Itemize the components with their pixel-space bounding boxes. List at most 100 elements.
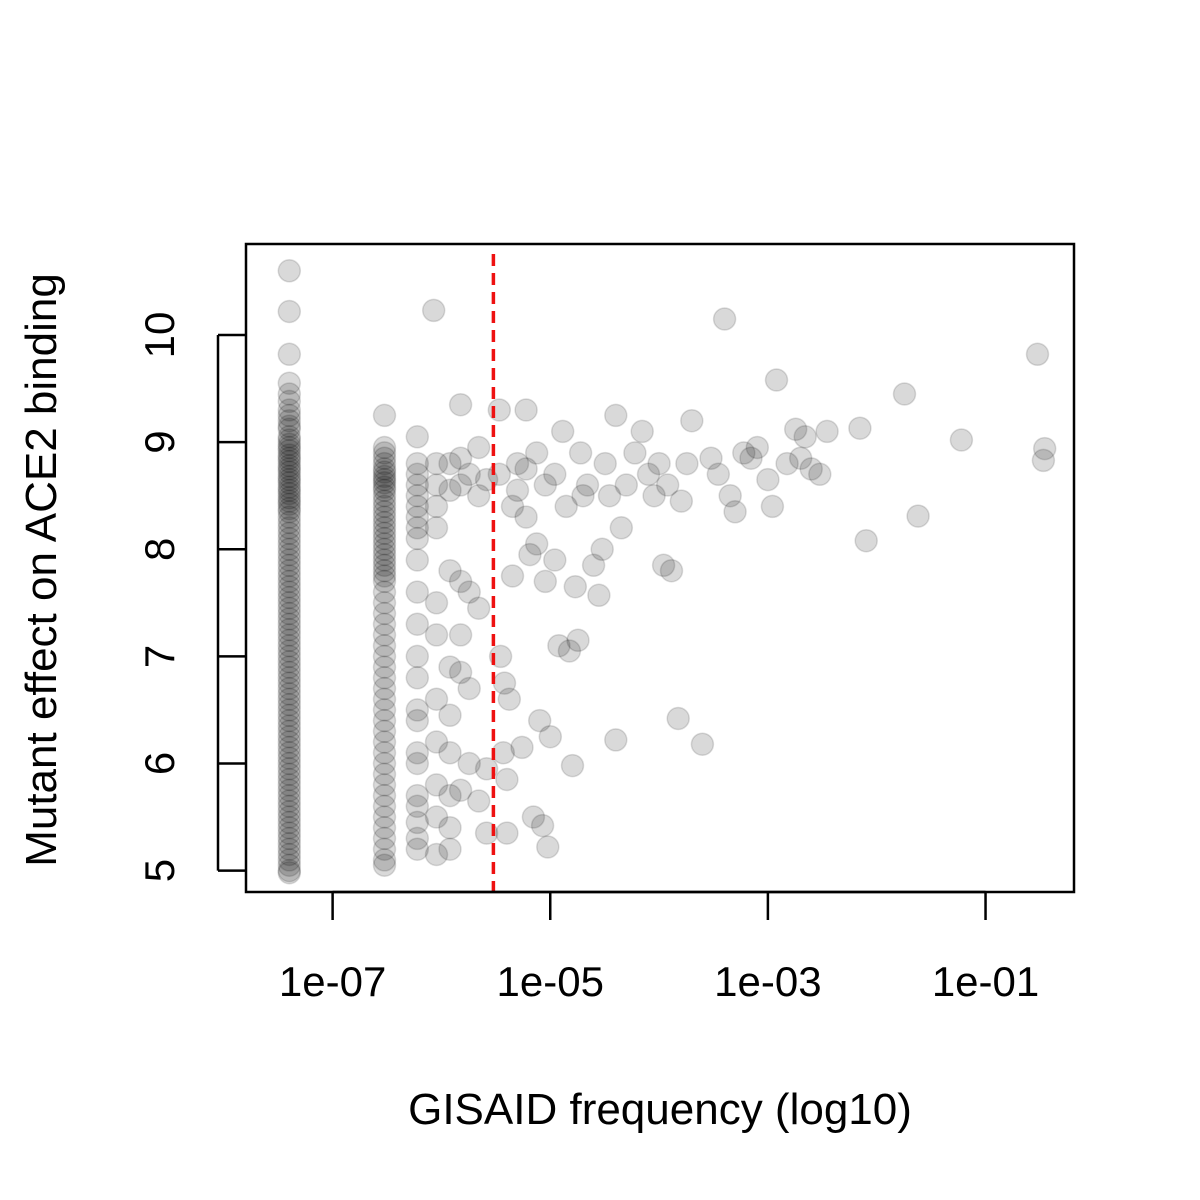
data-point [793,425,817,449]
data-point [405,516,430,540]
data-point [575,473,600,497]
data-point [775,451,799,476]
data-point [521,805,546,829]
data-point [457,751,481,776]
data-point [405,751,430,776]
data-point [788,446,813,470]
x-tick-label: 1e-03 [714,958,821,1005]
data-point [372,441,397,465]
data-point [405,741,430,765]
data-point [277,475,302,499]
data-point [372,601,397,626]
data-point [651,553,676,578]
x-tick-label: 1e-01 [932,958,1039,1005]
data-point [277,778,302,802]
data-point [495,767,519,792]
data-point [680,408,704,433]
data-point [760,494,785,519]
data-point [514,398,538,422]
data-point [372,580,397,604]
data-point [277,810,302,835]
data-point [277,682,302,706]
data-point [854,528,878,553]
data-point [277,371,302,395]
y-tick-label: 7 [136,645,183,668]
data-point [277,767,302,792]
data-point [277,526,302,551]
data-point [514,505,538,529]
data-point [277,457,302,481]
data-point [675,451,699,476]
data-point [277,510,302,535]
data-point [524,441,549,465]
data-point [543,548,567,572]
data-point [514,457,538,481]
data-point [764,368,789,392]
data-point [424,591,449,615]
data-point [405,837,430,861]
data-point [277,735,302,760]
data-point [372,708,397,733]
data-point [718,483,742,508]
data-point [372,805,397,829]
data-point [372,464,397,489]
data-point [438,655,462,679]
data-point [277,481,302,506]
data-point [892,382,917,406]
data-point [372,521,397,545]
data-point [666,706,690,731]
data-point [536,835,560,859]
data-point [277,837,302,861]
data-point [277,486,302,510]
data-point [543,462,567,487]
data-point [949,428,974,452]
data-point [799,457,823,481]
data-point [438,741,462,765]
data-point [563,574,588,599]
data-point [405,810,430,835]
data-point [277,398,302,422]
data-point [405,783,430,808]
data-point [438,451,462,476]
data-point [372,435,397,460]
data-point [372,478,397,503]
data-point [277,805,302,829]
data-point [372,475,397,499]
data-point [277,660,302,685]
data-point [277,548,302,572]
data-point [659,558,684,583]
data-point [405,826,430,851]
data-point [277,799,302,824]
data-point [518,542,542,567]
data-point [277,569,302,594]
data-point [457,462,481,487]
data-point [277,617,302,642]
data-point [587,583,611,608]
data-point [372,558,397,583]
data-point [438,783,462,808]
data-point [424,623,449,647]
data-point [405,526,430,551]
data-point [554,494,578,519]
data-point [405,505,430,529]
y-axis: 5 6 7 8 9 10 [136,312,246,882]
data-point [277,794,302,819]
data-point [424,687,449,711]
data-point [614,473,639,497]
data-point [277,601,302,626]
data-point [372,564,397,588]
data-point [457,676,481,701]
data-point [424,842,449,867]
data-point [571,483,595,508]
data-point [530,813,555,838]
data-point [848,416,872,440]
data-point [497,687,522,711]
data-point [277,719,302,744]
data-point [372,471,397,495]
data-point [405,548,430,572]
data-point [630,419,654,444]
data-point [277,564,302,588]
data-point [277,633,302,658]
data-point [277,414,302,438]
